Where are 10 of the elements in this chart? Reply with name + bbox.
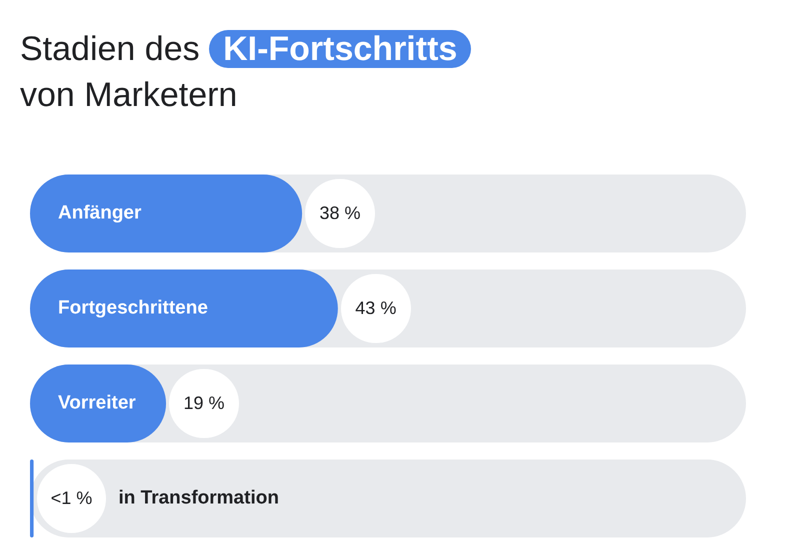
y-tick-label: Fortgeschrittene xyxy=(58,298,208,319)
data-label: 43 % xyxy=(355,298,396,319)
data-label: 19 % xyxy=(183,392,224,414)
data-label: <1 % xyxy=(50,488,92,509)
chart-title: Stadien des KI-Fortschritts von Marketern xyxy=(20,30,458,114)
bar xyxy=(30,460,34,538)
y-tick-label: Anfänger xyxy=(58,202,142,224)
data-label: 38 % xyxy=(320,202,361,224)
y-tick-label: Vorreiter xyxy=(58,392,136,414)
y-tick-label: in Transformation xyxy=(118,488,279,509)
